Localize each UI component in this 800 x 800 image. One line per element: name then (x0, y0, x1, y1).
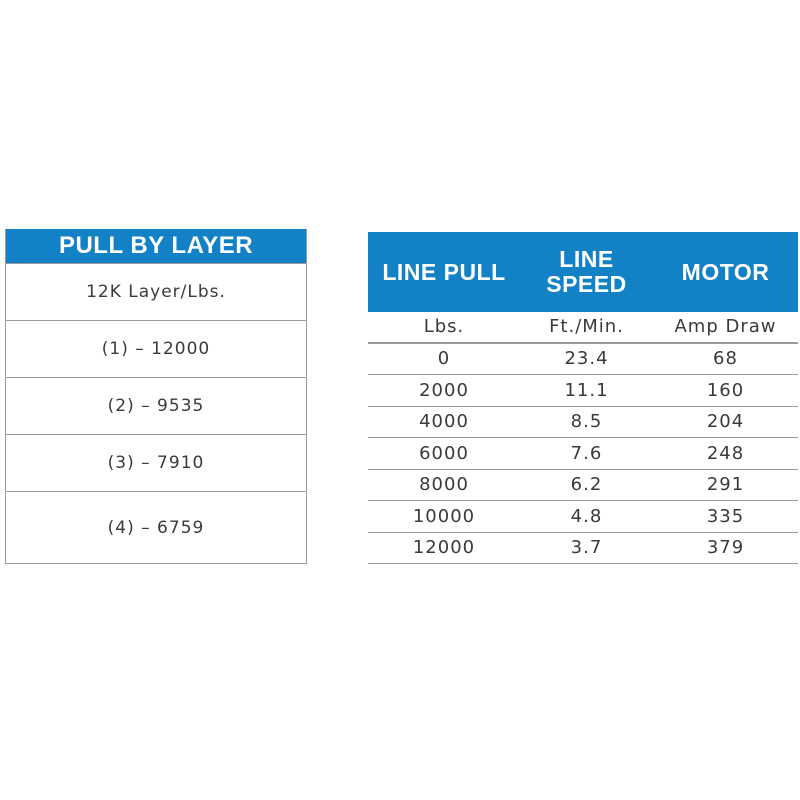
unit-cell: Ft./Min. (549, 316, 624, 338)
table-cell: 6000 (419, 442, 469, 464)
table-cell: 2000 (419, 379, 469, 401)
pull-by-layer-table: PULL BY LAYER 12K Layer/Lbs. (1) – 12000… (5, 229, 307, 564)
table-cell: 8.5 (570, 411, 603, 433)
performance-table: LINE PULL LINE SPEED MOTOR Lbs. Ft./Min.… (368, 232, 798, 564)
table-cell: 4000 (419, 411, 469, 433)
header-motor: MOTOR (681, 258, 770, 285)
table-cell: 335 (706, 505, 745, 527)
table-cell: 204 (706, 411, 745, 433)
table-row: (4) – 6759 (6, 491, 306, 563)
table-cell: 68 (713, 348, 738, 370)
table-row: 8000 6.2 291 (368, 470, 798, 501)
table-header: LINE PULL LINE SPEED MOTOR (368, 232, 798, 312)
table-subtitle: 12K Layer/Lbs. (6, 263, 306, 320)
table-row: 12000 3.7 379 (368, 533, 798, 564)
table-cell: 11.1 (564, 379, 609, 401)
unit-cell: Lbs. (423, 316, 465, 338)
table-row: (2) – 9535 (6, 377, 306, 434)
table-row: 0 23.4 68 (368, 344, 798, 375)
header-line-pull: LINE PULL (382, 258, 506, 285)
table-cell: 248 (706, 442, 745, 464)
table-title: PULL BY LAYER (6, 229, 306, 263)
table-cell: 6.2 (570, 474, 603, 496)
table-cell: 291 (706, 474, 745, 496)
table-cell: 160 (706, 379, 745, 401)
header-line-speed: LINE SPEED (546, 246, 627, 297)
table-cell: 0 (437, 348, 451, 370)
table-cell: 12000 (412, 537, 476, 559)
table-row: (1) – 12000 (6, 320, 306, 377)
table-cell: 4.8 (570, 505, 603, 527)
table-row: 4000 8.5 204 (368, 407, 798, 438)
table-row: 2000 11.1 160 (368, 375, 798, 407)
table-cell: 379 (706, 537, 745, 559)
table-cell: 7.6 (570, 442, 603, 464)
table-cell: 23.4 (564, 348, 609, 370)
table-cell: 3.7 (570, 537, 603, 559)
table-row: 10000 4.8 335 (368, 501, 798, 533)
table-cell: 8000 (419, 474, 469, 496)
table-cell: 10000 (412, 505, 476, 527)
unit-cell: Amp Draw (674, 316, 777, 338)
table-row: (3) – 7910 (6, 434, 306, 491)
table-row: 6000 7.6 248 (368, 438, 798, 470)
units-row: Lbs. Ft./Min. Amp Draw (368, 312, 798, 344)
